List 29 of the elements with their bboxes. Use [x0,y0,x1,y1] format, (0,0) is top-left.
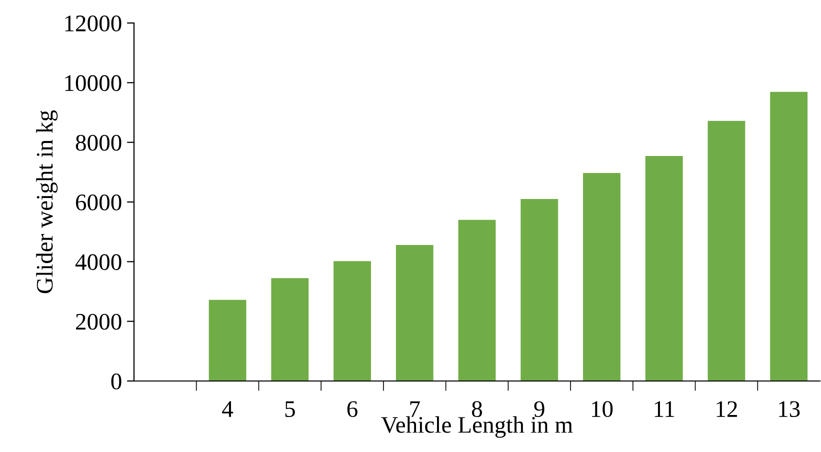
y-tick-label: 6000 [76,194,122,210]
x-tick-label: 12 [716,401,737,417]
y-tick-label: 0 [111,373,122,390]
y-axis-title: Glider weight in kg [36,110,58,294]
y-tick-label: 10000 [65,75,122,92]
x-tick-label: 4 [222,401,234,417]
x-tick-label: 9 [534,401,544,418]
x-tick-label: 7 [410,401,420,417]
x-axis-title: Vehicle Length in m [381,416,573,438]
bar [770,92,808,381]
x-tick-label: 6 [347,401,358,418]
bar [458,220,496,381]
bar [520,199,558,381]
bar [583,173,620,381]
y-tick-label: 4000 [75,254,122,270]
bar [334,261,371,381]
x-tick-label: 11 [654,401,674,417]
y-tick-label: 12000 [65,15,122,32]
bar [708,120,746,381]
x-tick-label: 8 [472,401,482,418]
x-tick-label: 13 [779,401,800,418]
y-tick-label: 2000 [76,314,122,330]
x-tick-label: 10 [592,401,613,418]
bar [208,300,246,381]
bar [645,156,683,381]
bar [271,278,309,381]
x-tick-label: 5 [285,401,295,418]
y-tick-label: 8000 [76,134,122,151]
bar [396,244,434,381]
